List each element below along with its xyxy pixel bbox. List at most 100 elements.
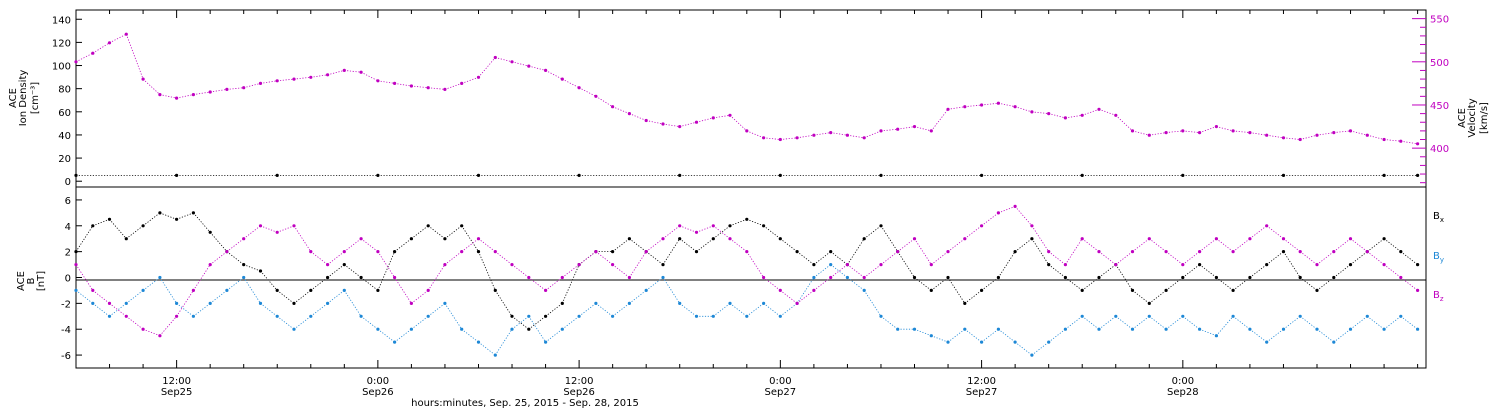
by-trace (494, 328, 513, 356)
bx-trace (411, 225, 429, 240)
bx-point (426, 224, 430, 228)
by-trace (109, 303, 127, 317)
velocity-label-line2: Velocity (1467, 98, 1478, 137)
bx-trace (1081, 277, 1100, 291)
by-trace (394, 328, 412, 343)
velocity-trace (1233, 130, 1250, 133)
by-trace (662, 277, 681, 304)
by-trace (645, 277, 664, 291)
bx-trace (1350, 251, 1368, 265)
bx-trace (998, 251, 1016, 278)
b-tick-label: 4 (65, 222, 71, 233)
date-tick-label: Sep28 (1167, 387, 1199, 398)
velocity-trace (864, 130, 882, 139)
bz-trace (126, 315, 144, 330)
bx-trace (461, 225, 479, 252)
bx-trace (847, 238, 865, 265)
by-trace (847, 277, 865, 291)
velocity-trace (646, 120, 664, 125)
by-trace (1383, 315, 1402, 330)
velocity-trace (713, 114, 731, 119)
velocity-trace (1065, 114, 1083, 119)
bz-trace (1065, 238, 1083, 265)
velocity-trace (92, 42, 110, 54)
bz-trace (327, 251, 345, 265)
velocity-trace (1216, 126, 1234, 132)
bx-trace (142, 212, 161, 227)
bx-trace (713, 225, 731, 240)
b-axis-ticks: -6 -4 -2 0 2 4 6 (61, 196, 82, 362)
velocity-point (1365, 133, 1369, 137)
bx-trace (1199, 264, 1217, 278)
bx-trace (1115, 264, 1133, 291)
velocity-point (242, 86, 246, 90)
bz-trace (545, 277, 563, 291)
b-tick-label: -6 (61, 351, 71, 362)
by-trace (461, 328, 479, 343)
bz-trace (914, 238, 932, 265)
by-trace (562, 315, 580, 330)
by-trace (360, 315, 379, 330)
bz-point (1348, 237, 1353, 241)
bx-trace (679, 238, 697, 252)
bz-point (208, 263, 212, 267)
velocity-trace (998, 102, 1016, 108)
bz-trace (964, 225, 982, 240)
bx-trace (478, 251, 496, 291)
bz-trace (578, 251, 597, 265)
bx-trace (1249, 264, 1267, 278)
velocity-point (845, 133, 850, 137)
velocity-point (91, 51, 95, 55)
bx-trace (109, 219, 127, 239)
by-trace (411, 315, 429, 330)
velocity-trace (411, 85, 429, 89)
by-trace (159, 277, 177, 304)
bz-trace (1367, 251, 1385, 265)
velocity-trace (1098, 108, 1116, 116)
by-trace (998, 328, 1016, 343)
by-trace (830, 264, 848, 278)
velocity-trace (595, 95, 613, 108)
bx-trace (360, 277, 379, 291)
by-trace (1132, 315, 1150, 330)
b-axis-label: ACE B [nT] (16, 271, 47, 291)
bz-trace (176, 290, 194, 317)
bx-trace (1333, 264, 1351, 278)
by-point (208, 301, 212, 305)
bz-trace (377, 251, 395, 278)
bz-trace (780, 290, 798, 304)
velocity-trace (444, 83, 462, 90)
bx-trace (1232, 277, 1251, 291)
by-trace (276, 315, 295, 330)
bx-trace (293, 290, 312, 304)
x-axis-title: hours:minutes, Sep. 25, 2015 - Sep. 28, … (411, 398, 639, 409)
bz-trace (847, 264, 865, 278)
velocity-trace (981, 102, 999, 106)
bx-trace (528, 315, 546, 330)
by-trace (545, 328, 563, 343)
bz-trace (696, 225, 714, 233)
bz-trace (796, 290, 815, 304)
density-label-line1: ACE (8, 88, 19, 108)
bz-trace (411, 290, 429, 304)
by-trace (1333, 328, 1351, 343)
bz-trace (495, 251, 513, 265)
velocity-trace (1283, 137, 1301, 140)
time-tick-label: 12:00 (162, 376, 191, 387)
bx-trace (377, 251, 395, 291)
bx-trace (176, 212, 194, 220)
velocity-trace (830, 132, 848, 136)
by-point (242, 275, 246, 280)
b-tick-label: 2 (65, 248, 71, 259)
bx-trace (662, 238, 681, 265)
by-trace (511, 315, 530, 330)
bz-trace (763, 277, 781, 291)
bz-trace (193, 264, 211, 291)
bx-trace (159, 212, 177, 220)
by-trace (75, 290, 94, 304)
density-tick-label: 20 (58, 154, 71, 165)
bz-trace (1199, 238, 1217, 252)
velocity-trace (947, 106, 965, 110)
velocity-trace (964, 104, 982, 108)
bx-trace (545, 303, 563, 317)
